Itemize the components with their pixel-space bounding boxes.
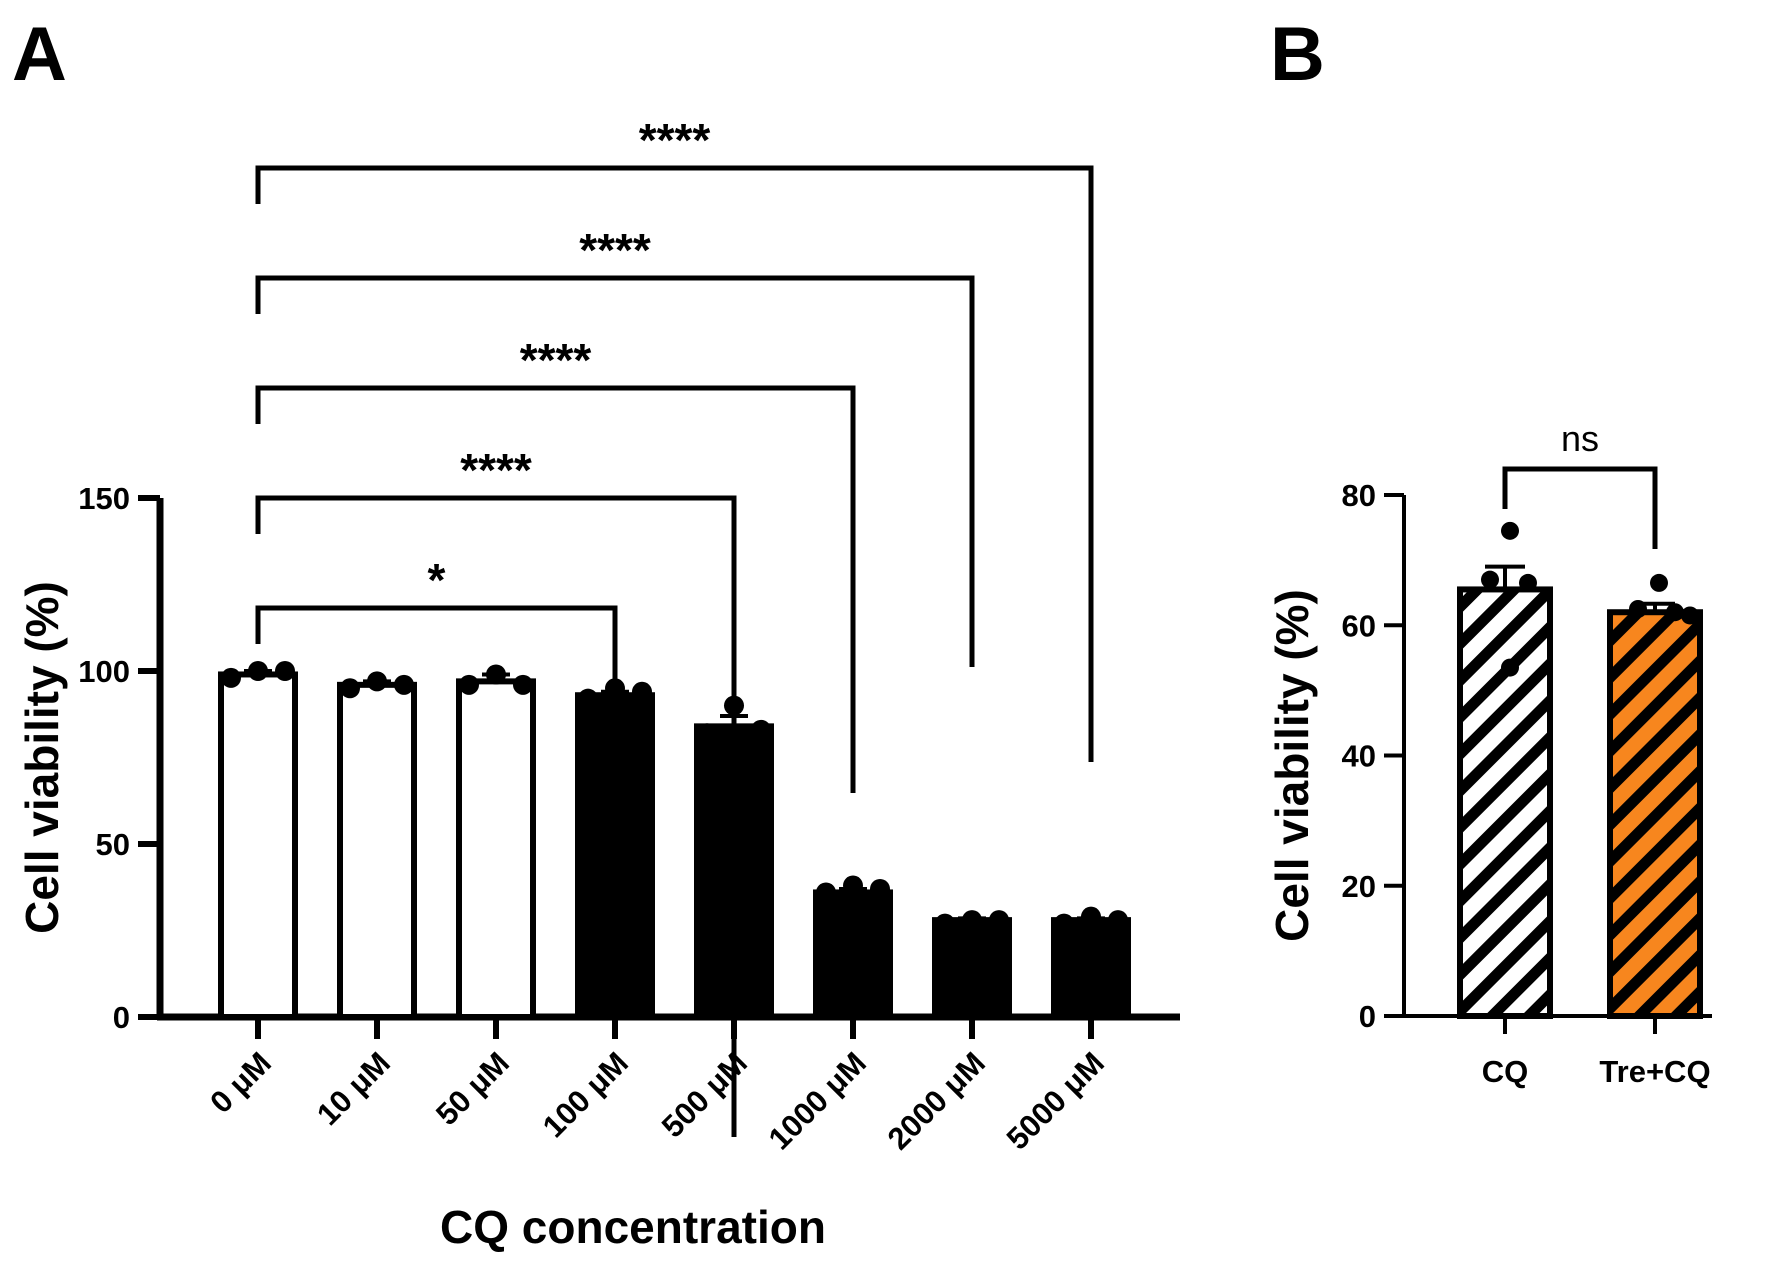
x-tick-label: 2000 μM (881, 1045, 992, 1156)
y-tick-label: 0 (113, 1000, 130, 1035)
data-point (697, 723, 717, 744)
x-tick-label: 10 μM (310, 1045, 397, 1132)
data-point (394, 674, 414, 695)
data-point (1054, 913, 1074, 934)
data-point (935, 913, 955, 934)
bar-2000-m (932, 917, 1012, 1020)
bar-tre-cq (1607, 609, 1703, 1019)
data-point (1501, 658, 1519, 677)
panel-label-b: B (1270, 12, 1325, 97)
data-point (1501, 521, 1519, 540)
y-tick-label: 20 (1342, 869, 1376, 904)
bar-cq (1457, 586, 1553, 1020)
data-point (1519, 573, 1537, 592)
y-tick-label: 60 (1342, 608, 1376, 643)
y-tick-label: 50 (96, 827, 130, 862)
bar-10-m (337, 681, 417, 1021)
x-tick-label: 50 μM (429, 1045, 516, 1132)
significance-bracket (255, 605, 618, 1017)
data-point (1650, 573, 1668, 592)
data-point (870, 878, 890, 899)
bar-0-m (218, 671, 298, 1021)
significance-label: **** (639, 114, 711, 166)
data-point (1108, 910, 1128, 931)
bar-1000-m (813, 889, 893, 1020)
data-point (989, 910, 1009, 931)
data-point (632, 681, 652, 702)
data-point (962, 910, 982, 931)
data-point (513, 674, 533, 695)
data-point (1666, 603, 1684, 622)
data-point (1681, 606, 1699, 625)
x-tick-label: 100 μM (536, 1045, 635, 1144)
significance-label: * (428, 554, 446, 606)
significance-bracket (255, 165, 1094, 762)
x-axis-title: CQ concentration (440, 1201, 826, 1253)
data-point (1081, 906, 1101, 927)
data-point (1629, 599, 1647, 618)
x-tick-label: 0 μM (203, 1045, 278, 1120)
data-point (486, 664, 506, 685)
data-point (459, 674, 479, 695)
significance-label: **** (460, 444, 532, 496)
significance-label: ns (1561, 418, 1599, 459)
panel-label-a: A (12, 12, 67, 97)
y-tick-label: 80 (1342, 478, 1376, 513)
data-point (751, 719, 771, 740)
y-axis-title: Cell viability (%) (16, 581, 68, 934)
data-point (816, 882, 836, 903)
bar-50-m (456, 678, 536, 1020)
x-tick-label: 5000 μM (1000, 1045, 1111, 1156)
data-point (275, 661, 295, 681)
data-point (843, 875, 863, 896)
y-tick-label: 100 (78, 654, 130, 689)
y-tick-label: 40 (1342, 739, 1376, 774)
bar-5000-m (1051, 917, 1131, 1020)
significance-bracket (255, 495, 737, 1137)
y-tick-label: 0 (1359, 999, 1376, 1034)
significance-bracket (255, 385, 856, 793)
y-tick-label: 150 (78, 481, 130, 516)
significance-label: **** (520, 334, 592, 386)
x-tick-label: CQ (1482, 1054, 1529, 1089)
panel-a-chart: 0 50 100 150 Cell viability (%) CQ concentrat… (16, 114, 1180, 1253)
significance-label: **** (579, 224, 651, 276)
significance-bracket (1502, 466, 1658, 549)
data-point (367, 671, 387, 692)
data-point (248, 661, 268, 681)
data-point (340, 678, 360, 699)
x-tick-label: 1000 μM (762, 1045, 873, 1156)
x-tick-label: Tre+CQ (1599, 1054, 1710, 1089)
data-point (221, 667, 241, 688)
data-point (1481, 570, 1499, 589)
panel-b-chart: 0 20 40 60 80 Cell viability (%) CQ Tre+CQ ns (1266, 418, 1712, 1089)
significance-bracket (255, 275, 975, 667)
y-axis-title: Cell viability (%) (1266, 589, 1318, 942)
data-point (578, 688, 598, 709)
x-tick-label: 500 μM (655, 1045, 754, 1144)
